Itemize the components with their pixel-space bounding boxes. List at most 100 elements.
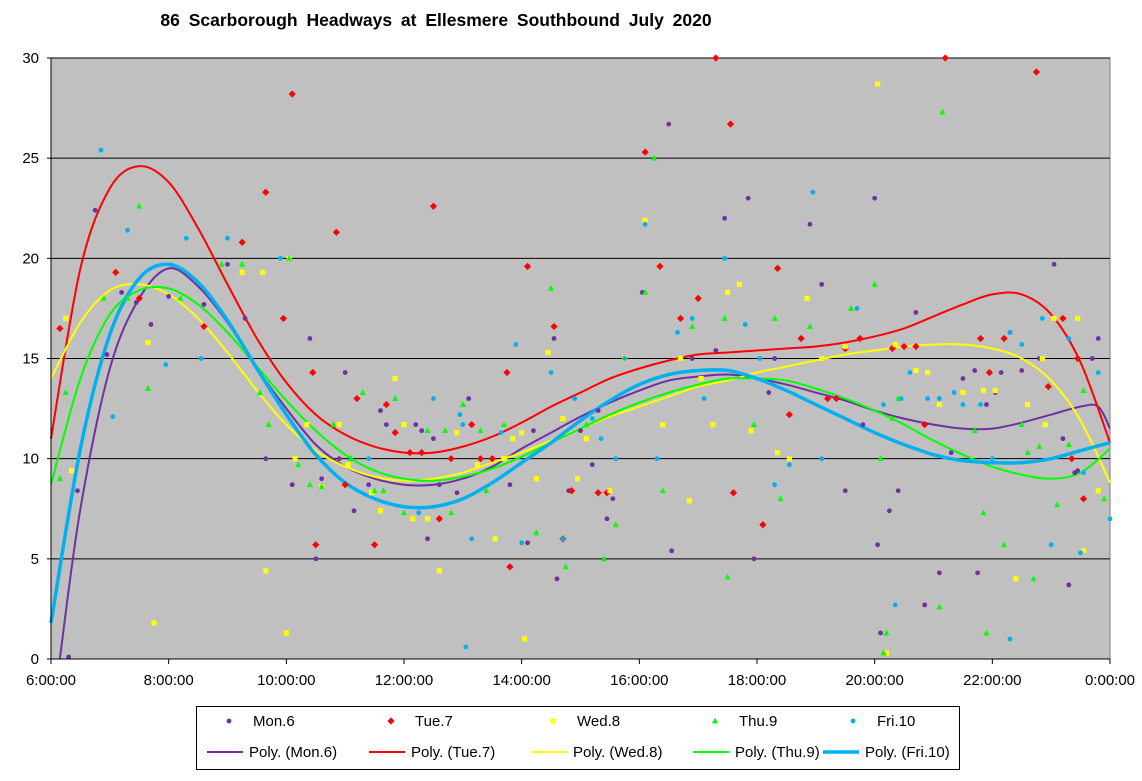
data-point-1 — [447, 455, 455, 463]
data-point-1 — [506, 563, 514, 571]
data-point-3 — [612, 521, 619, 528]
data-point-1 — [435, 515, 443, 523]
data-point-0 — [913, 310, 919, 315]
data-point-3 — [177, 295, 184, 301]
data-point-1 — [694, 294, 702, 302]
data-point-2 — [1042, 422, 1048, 428]
data-point-3 — [145, 385, 152, 391]
data-point-0 — [807, 221, 813, 227]
chart-title: 86 Scarborough Headways at Ellesmere Sou… — [160, 10, 712, 30]
data-point-2 — [698, 375, 704, 382]
data-point-2 — [1039, 355, 1045, 362]
data-point-3 — [62, 389, 69, 395]
y-tick-label: 20 — [22, 250, 39, 267]
data-point-0 — [525, 540, 530, 546]
data-point-3 — [871, 280, 878, 287]
data-point-2 — [736, 281, 742, 287]
data-point-2 — [819, 355, 825, 362]
data-point-3 — [939, 108, 946, 115]
data-point-2 — [1013, 576, 1019, 582]
data-point-3 — [980, 509, 987, 516]
data-point-2 — [583, 436, 589, 442]
legend-item: Poly. (Fri.10) — [821, 741, 950, 763]
data-point-0 — [1095, 336, 1101, 341]
grid-lines — [51, 57, 1110, 560]
data-point-3 — [971, 427, 978, 434]
data-point-1 — [1074, 354, 1082, 363]
data-point-3 — [601, 555, 608, 562]
data-point-0 — [689, 356, 695, 361]
data-point-4 — [1039, 316, 1045, 321]
data-point-4 — [519, 540, 525, 546]
data-point-1 — [785, 410, 793, 419]
x-tick-label: 10:00:00 — [257, 672, 315, 689]
data-point-0 — [225, 261, 230, 267]
data-point-1 — [391, 429, 399, 437]
data-point-1 — [824, 394, 832, 403]
data-point-3 — [1054, 501, 1061, 508]
data-point-1 — [353, 394, 361, 403]
data-point-0 — [872, 195, 878, 201]
data-point-0 — [669, 548, 675, 554]
data-point-4 — [560, 536, 566, 542]
data-point-0 — [772, 356, 778, 361]
data-point-0 — [998, 370, 1004, 375]
data-point-0 — [307, 336, 313, 341]
legend-line — [693, 751, 729, 753]
data-point-4 — [1107, 516, 1113, 522]
legend-marker-shape — [550, 718, 556, 724]
data-point-3 — [562, 563, 569, 570]
data-point-4 — [907, 370, 913, 375]
data-point-4 — [1095, 370, 1101, 375]
data-point-3 — [392, 395, 399, 401]
x-tick-label: 8:00:00 — [144, 672, 194, 689]
data-point-4 — [431, 396, 436, 401]
data-point-4 — [613, 456, 619, 462]
data-point-3 — [1024, 449, 1031, 456]
y-tick-label: 5 — [31, 551, 39, 568]
legend-label: Poly. (Fri.10) — [865, 743, 950, 761]
data-point-2 — [1080, 548, 1087, 554]
data-point-3 — [1018, 421, 1025, 428]
data-point-0 — [751, 556, 757, 562]
data-point-4 — [978, 402, 983, 407]
data-point-0 — [1066, 582, 1072, 588]
data-point-2 — [992, 387, 998, 394]
legend-marker-shape — [850, 718, 856, 724]
data-point-4 — [701, 396, 707, 401]
data-point-3 — [651, 154, 658, 161]
data-point-2 — [474, 462, 481, 468]
data-point-0 — [610, 496, 616, 502]
data-point-0 — [133, 300, 139, 305]
data-point-4 — [225, 235, 230, 241]
data-point-2 — [345, 462, 351, 468]
data-point-2 — [263, 568, 269, 574]
data-point-0 — [289, 482, 295, 488]
data-point-4 — [1019, 342, 1025, 347]
trendlines — [49, 165, 1111, 660]
data-point-4 — [989, 456, 995, 462]
data-point-0 — [531, 428, 536, 434]
data-point-4 — [1066, 336, 1072, 341]
y-tick-label: 25 — [22, 150, 39, 167]
data-point-3 — [806, 323, 813, 329]
data-point-3 — [239, 260, 246, 267]
data-point-4 — [936, 396, 942, 401]
data-point-4 — [548, 370, 554, 375]
legend-marker — [712, 717, 718, 724]
data-point-3 — [1080, 387, 1087, 393]
legend-label: Poly. (Tue.7) — [411, 743, 496, 761]
data-point-3 — [751, 421, 758, 428]
data-point-0 — [242, 316, 248, 321]
data-point-1 — [262, 188, 270, 196]
data-point-1 — [135, 294, 143, 302]
data-point-3 — [218, 260, 225, 267]
legend-item: Poly. (Thu.9) — [691, 741, 820, 763]
x-tick-label: 14:00:00 — [492, 672, 550, 689]
data-point-2 — [883, 650, 890, 656]
legend-line — [207, 751, 243, 753]
data-point-4 — [1048, 542, 1054, 548]
data-point-2 — [519, 430, 525, 436]
legend-marker — [550, 718, 556, 724]
